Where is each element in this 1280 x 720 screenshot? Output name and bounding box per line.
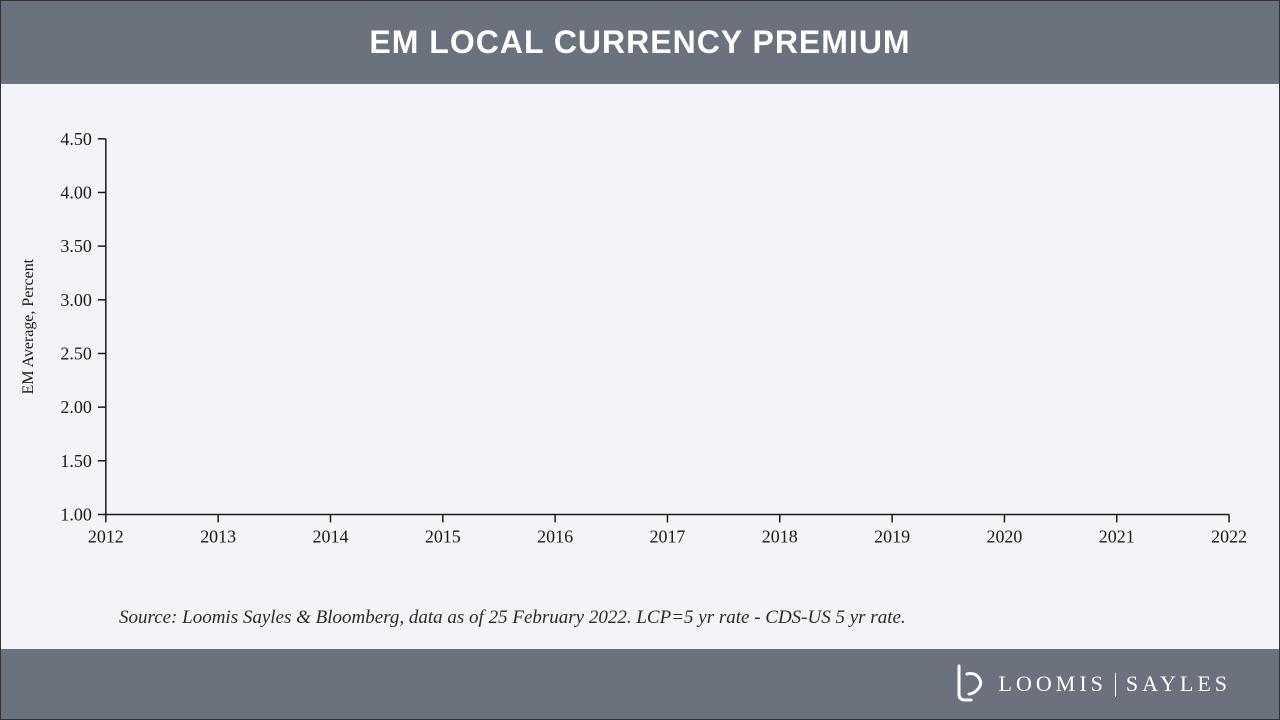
x-tick-label: 2015	[425, 526, 461, 546]
x-tick-label: 2019	[874, 526, 910, 546]
x-tick-label: 2016	[537, 526, 573, 546]
y-tick-label: 4.00	[60, 182, 91, 202]
brand-logo-icon	[953, 664, 987, 704]
y-tick-label: 1.50	[60, 451, 91, 471]
y-tick-label: 2.50	[60, 343, 91, 363]
source-note: Source: Loomis Sayles & Bloomberg, data …	[119, 607, 906, 629]
chart-title: EM LOCAL CURRENCY PREMIUM	[369, 24, 910, 61]
x-tick-label: 2021	[1099, 526, 1135, 546]
x-tick-label: 2020	[986, 526, 1022, 546]
y-axis-title: EM Average, Percent	[20, 258, 37, 394]
footer-bar: LOOMIS SAYLES	[1, 649, 1279, 719]
brand-logo: LOOMIS SAYLES	[953, 664, 1231, 704]
chart-area: 1.00 1.50 2.00 2.50 3.00 3.50 4.00 4.50 2012 2013…	[1, 84, 1279, 649]
x-tick-label: 2012	[88, 526, 124, 546]
brand-text-right: SAYLES	[1126, 671, 1231, 696]
x-tick-label: 2013	[200, 526, 236, 546]
chart-svg: 1.00 1.50 2.00 2.50 3.00 3.50 4.00 4.50 2012 2013…	[1, 84, 1279, 649]
y-tick-label: 3.00	[60, 290, 91, 310]
x-tick-label: 2014	[313, 526, 349, 546]
x-tick-label: 2018	[762, 526, 798, 546]
brand-logo-text: LOOMIS SAYLES	[999, 671, 1231, 698]
y-tick-label: 4.50	[60, 129, 91, 149]
x-tick-label: 2022	[1211, 526, 1247, 546]
title-bar: EM LOCAL CURRENCY PREMIUM	[1, 1, 1279, 84]
y-tick-label: 3.50	[60, 236, 91, 256]
slide: EM LOCAL CURRENCY PREMIUM 1.00 1.50 2.00 2.…	[0, 0, 1280, 720]
brand-separator	[1115, 673, 1116, 697]
y-tick-label: 1.00	[60, 504, 91, 524]
y-tick-label: 2.00	[60, 397, 91, 417]
brand-text-left: LOOMIS	[999, 671, 1107, 696]
x-tick-label: 2017	[650, 526, 686, 546]
